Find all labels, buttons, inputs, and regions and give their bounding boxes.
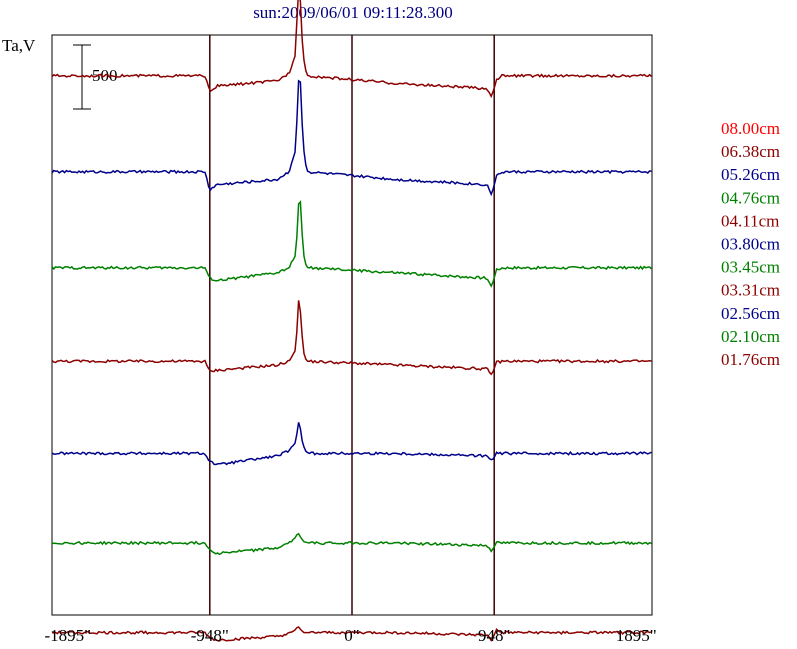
legend-entry-04.11cm: 04.11cm xyxy=(721,211,779,230)
x-tick-labels: -1895" -948" 0" 948" 1895" xyxy=(44,626,656,645)
series-group xyxy=(51,0,652,642)
legend-entry-03.31cm: 03.31cm xyxy=(721,281,780,300)
legend-entry-04.76cm: 04.76cm xyxy=(721,188,780,207)
legend-entry-08.00cm: 08.00cm xyxy=(721,119,780,138)
x-tick-label-2: 0" xyxy=(344,626,359,645)
series-line-04.11cm xyxy=(51,0,652,99)
legend-entry-01.76cm: 01.76cm xyxy=(721,350,780,369)
vertical-reference-lines xyxy=(209,35,495,615)
x-tick-label-0: -1895" xyxy=(44,626,91,645)
legend: 08.00cm 06.38cm 05.26cm 04.76cm 04.11cm 03.80… xyxy=(721,119,780,369)
series-line-03.45cm xyxy=(51,200,652,288)
series-line-01.76cm xyxy=(52,626,652,642)
chart-title: sun:2009/06/01 09:11:28.300 xyxy=(253,3,453,22)
series-line-03.31cm xyxy=(51,300,652,376)
legend-entry-05.26cm: 05.26cm xyxy=(721,165,780,184)
legend-entry-02.56cm: 02.56cm xyxy=(721,304,780,323)
legend-entry-06.38cm: 06.38cm xyxy=(721,142,780,161)
series-line-02.56cm xyxy=(51,422,652,466)
x-tick-label-3: 948" xyxy=(478,626,510,645)
y-axis-label: Ta,V xyxy=(2,36,36,55)
x-tick-label-1: -948" xyxy=(191,626,229,645)
x-tick-label-4: 1895" xyxy=(616,626,657,645)
series-line-03.80cm xyxy=(51,79,652,197)
legend-entry-03.80cm: 03.80cm xyxy=(721,235,780,254)
legend-entry-02.10cm: 02.10cm xyxy=(721,327,780,346)
series-line-02.10cm xyxy=(51,532,652,556)
legend-entry-03.45cm: 03.45cm xyxy=(721,258,780,277)
